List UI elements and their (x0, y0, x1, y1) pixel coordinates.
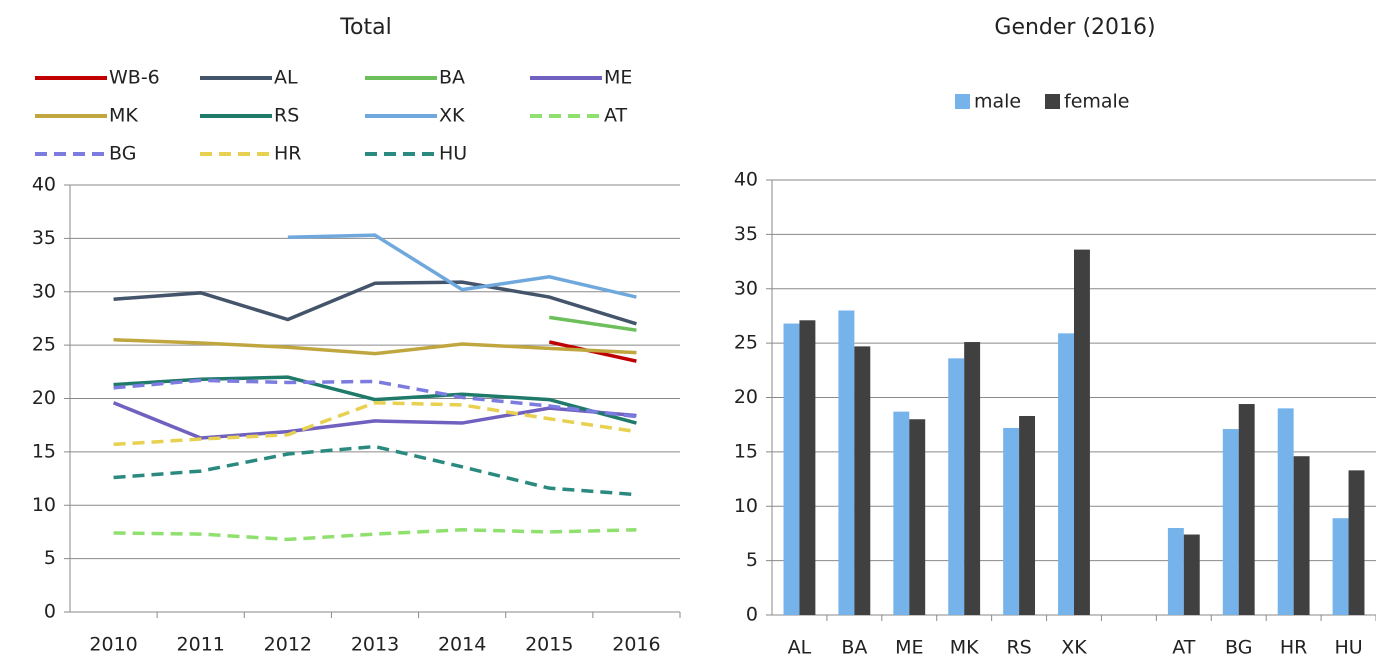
series-line (549, 315, 637, 332)
series-line (113, 338, 637, 356)
bar (893, 411, 910, 615)
y-tick-label: 40 (734, 169, 758, 191)
y-tick-label: 25 (32, 334, 56, 356)
legend-label: RS (274, 105, 299, 127)
chart-title: Gender (2016) (994, 15, 1155, 40)
legend-label: WB-6 (109, 67, 160, 89)
series-line (113, 401, 637, 447)
series-line (113, 280, 637, 326)
y-tick-label: 35 (734, 223, 758, 245)
bar (1222, 429, 1239, 615)
x-tick-label: HR (1280, 637, 1308, 659)
bar (1019, 415, 1036, 615)
series-line (113, 444, 637, 497)
bar (948, 358, 965, 615)
y-tick-label: 0 (44, 601, 56, 623)
bar (1074, 249, 1090, 615)
bar (783, 323, 800, 615)
legend-label: ME (604, 67, 632, 89)
y-tick-label: 20 (734, 386, 758, 408)
bar (909, 419, 926, 615)
legend-label: AT (604, 105, 628, 127)
y-tick-label: 25 (734, 332, 758, 354)
bar (1238, 404, 1255, 615)
y-tick-label: 5 (746, 549, 758, 571)
legend-label: BA (439, 67, 465, 89)
y-tick-label: 5 (44, 547, 56, 569)
legend-label: MK (109, 105, 138, 127)
x-tick-label: 2014 (438, 634, 486, 656)
bar (1332, 518, 1349, 615)
x-tick-label: 2015 (525, 634, 573, 656)
x-tick-label: 2011 (177, 634, 225, 656)
bar (1277, 408, 1294, 615)
series-line (113, 378, 637, 419)
x-tick-label: XK (1061, 637, 1087, 659)
bar (1167, 528, 1184, 615)
x-tick-label: BG (1225, 637, 1252, 659)
x-tick-label: 2013 (351, 634, 399, 656)
series-line (113, 375, 637, 425)
bar (1003, 427, 1020, 615)
legend-label: HU (439, 143, 467, 165)
legend-label: male (974, 91, 1021, 113)
x-tick-label: AL (788, 637, 812, 659)
x-tick-label: BA (841, 637, 867, 659)
y-tick-label: 35 (32, 227, 56, 249)
legend-swatch (955, 94, 970, 109)
legend-label: XK (439, 105, 465, 127)
bar (1293, 456, 1310, 615)
x-tick-label: AT (1172, 637, 1196, 659)
series-line (113, 528, 637, 542)
x-tick-label: HU (1334, 637, 1362, 659)
x-tick-label: MK (950, 637, 979, 659)
legend-swatch (1045, 94, 1060, 109)
bar (799, 320, 816, 615)
bar (1348, 470, 1365, 615)
x-tick-label: ME (895, 637, 923, 659)
legend-label: female (1064, 91, 1130, 113)
y-tick-label: 15 (734, 440, 758, 462)
bar (838, 310, 855, 615)
y-tick-label: 30 (32, 280, 56, 302)
y-tick-label: 20 (32, 387, 56, 409)
y-tick-label: 15 (32, 440, 56, 462)
legend-label: AL (274, 67, 298, 89)
series-line (287, 233, 637, 299)
y-tick-label: 10 (734, 495, 758, 517)
chart-title: Total (339, 15, 391, 40)
legend-label: HR (274, 143, 302, 165)
x-tick-label: RS (1006, 637, 1031, 659)
x-tick-label: 2010 (89, 634, 137, 656)
x-tick-label: 2016 (612, 634, 660, 656)
bar (854, 346, 871, 615)
x-tick-label: 2012 (264, 634, 312, 656)
y-tick-label: 0 (746, 604, 758, 626)
y-tick-label: 10 (32, 494, 56, 516)
y-tick-label: 30 (734, 277, 758, 299)
y-tick-label: 40 (32, 174, 56, 196)
bar (1058, 333, 1074, 615)
legend-label: BG (109, 143, 136, 165)
bar (1183, 534, 1200, 615)
bar (964, 342, 981, 615)
